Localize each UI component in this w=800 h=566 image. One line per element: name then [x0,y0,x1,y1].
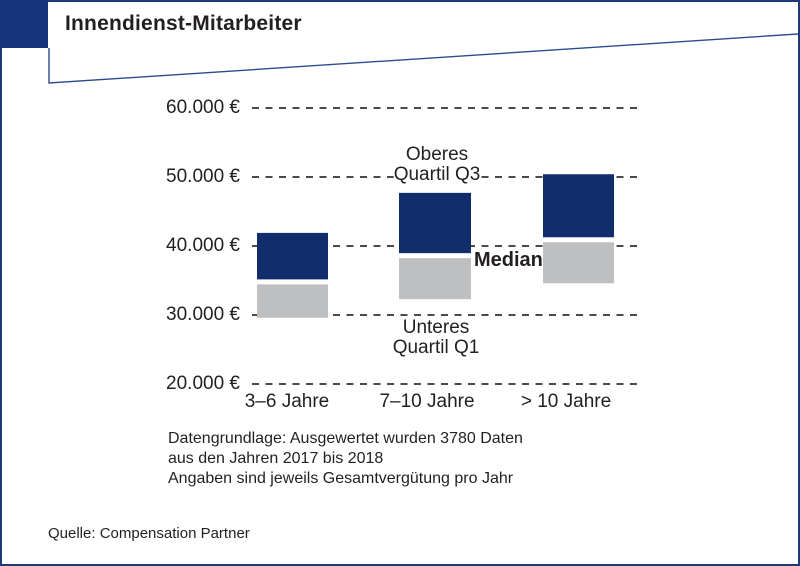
median-to-q3-bar [543,174,614,238]
footnote-line: Datengrundlage: Ausgewertet wurden 3780 … [168,430,523,447]
q1-to-median-bar [399,258,471,300]
x-axis-category-label: 7–10 Jahre [379,391,475,412]
median-label: Median [474,249,543,271]
page-title: Innendienst-Mitarbeiter [65,12,302,35]
upper-quartile-label: Oberes Quartil Q3 [393,144,481,185]
footnote-line: Angaben sind jeweils Gesamtvergütung pro… [168,470,514,487]
y-axis-tick-label: 50.000 € [166,166,240,187]
median-to-q3-bar [257,232,328,280]
q1-to-median-bar [543,242,614,284]
x-axis-category-label: > 10 Jahre [520,391,612,412]
footnote-block: Datengrundlage: Ausgewertet wurden 3780 … [168,429,523,489]
banner-fold-line [48,33,799,84]
brand-corner-square [0,0,48,48]
lower-quartile-label: Unteres Quartil Q1 [392,317,480,358]
y-axis-tick-label: 30.000 € [166,304,240,325]
y-axis-tick-label: 40.000 € [166,235,240,256]
x-axis-category-label: 3–6 Jahre [244,391,330,412]
footnote-line: aus den Jahren 2017 bis 2018 [168,450,384,467]
y-axis-tick-label: 20.000 € [166,373,240,394]
source-credit: Quelle: Compensation Partner [48,525,250,542]
median-to-q3-bar [399,192,471,254]
q1-to-median-bar [257,284,328,318]
y-axis-tick-label: 60.000 € [166,97,240,118]
